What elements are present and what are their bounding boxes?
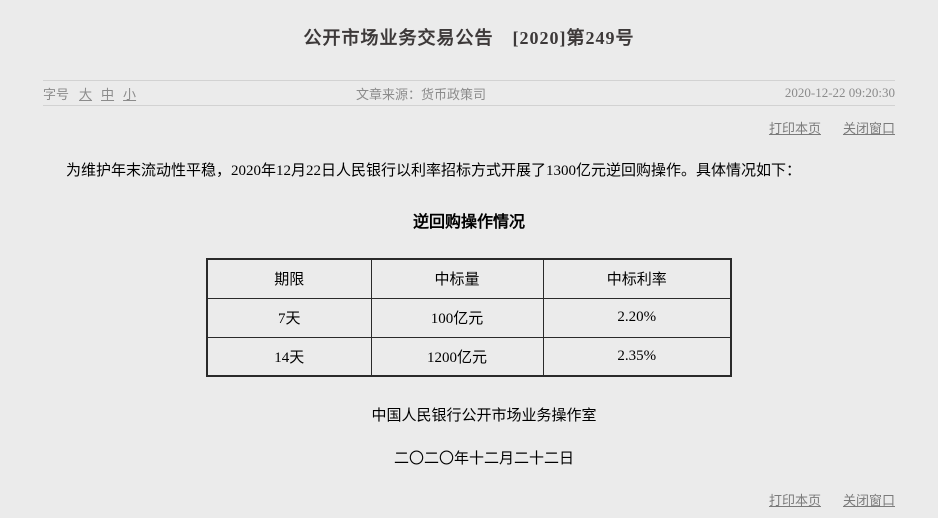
announcement-paragraph: 为维护年末流动性平稳，2020年12月22日人民银行以利率招标方式开展了1300… [66, 163, 802, 179]
table-header-volume: 中标量 [370, 258, 544, 299]
table-cell-volume: 1200亿元 [370, 336, 544, 377]
table-cell-rate: 2.20% [542, 297, 732, 338]
signature-line: 中国人民银行公开市场业务操作室 [371, 408, 597, 424]
close-window-link[interactable]: 关闭窗口 [842, 492, 895, 508]
page-title: 公开市场业务交易公告 [2020]第249号 [303, 28, 635, 48]
article-source: 文章来源：货币政策司 [356, 86, 487, 102]
announcement-page: 公开市场业务交易公告 [2020]第249号 字号 大 中 小 文章来源：货币政… [43, 0, 895, 509]
table-title: 逆回购操作情况 [412, 214, 525, 231]
table-cell-rate: 2.35% [542, 336, 732, 377]
font-size-small-link[interactable]: 小 [123, 86, 137, 102]
print-page-link[interactable]: 打印本页 [768, 492, 821, 508]
table-row: 14天 1200亿元 2.35% [206, 336, 732, 377]
page-actions-top: 打印本页 关闭窗口 [43, 117, 895, 137]
close-window-link[interactable]: 关闭窗口 [842, 120, 895, 136]
table-header-row: 期限 中标量 中标利率 [206, 258, 732, 299]
print-page-link[interactable]: 打印本页 [768, 120, 821, 136]
operations-table: 期限 中标量 中标利率 7天 100亿元 2.20% 14天 1200亿元 2.… [206, 258, 732, 377]
publish-timestamp: 2020-12-22 09:20:30 [784, 85, 895, 100]
table-header-rate: 中标利率 [542, 258, 732, 299]
table-cell-term: 14天 [206, 336, 372, 377]
date-line: 二〇二〇年十二月二十二日 [393, 451, 574, 467]
table-cell-term: 7天 [206, 297, 372, 338]
table-row: 7天 100亿元 2.20% [206, 297, 732, 338]
font-size-control: 字号 大 中 小 [43, 84, 145, 103]
table-cell-volume: 100亿元 [370, 297, 544, 338]
font-size-large-link[interactable]: 大 [79, 86, 93, 102]
meta-bar: 字号 大 中 小 文章来源：货币政策司 2020-12-22 09:20:30 [43, 80, 895, 106]
font-size-label: 字号 [43, 86, 70, 102]
table-header-term: 期限 [206, 258, 372, 299]
page-actions-bottom: 打印本页 关闭窗口 [43, 489, 895, 509]
font-size-medium-link[interactable]: 中 [101, 86, 115, 102]
